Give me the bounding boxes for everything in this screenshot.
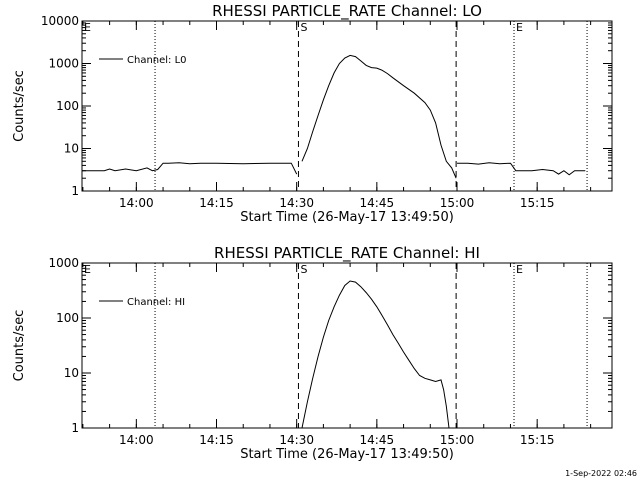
chart2-marker-label: E: [84, 263, 91, 276]
chart1-xtick-label: 15:00: [440, 196, 475, 210]
chart2-xtick-label: 14:15: [199, 433, 234, 447]
chart1-xtick-label: 14:45: [360, 196, 395, 210]
chart1-series-line: [301, 54, 457, 179]
chart2-ytick-label: 1000: [48, 256, 79, 270]
chart2-xtick-label: 15:00: [440, 433, 475, 447]
chart1-series-line: [82, 162, 298, 175]
chart2-legend-label: Channel: HI: [127, 297, 185, 308]
chart1-ytick-label: 100: [56, 99, 79, 113]
chart2-xtick-label: 15:15: [520, 433, 555, 447]
chart2-ytick-label: 10: [64, 366, 79, 380]
chart2-ylabel: Counts/sec: [12, 310, 27, 382]
chart2-xtick-label: 14:45: [360, 433, 395, 447]
chart1-ytick-label: 1: [71, 184, 79, 198]
chart1-xtick-label: 15:15: [520, 196, 555, 210]
chart1-marker-label: E: [516, 21, 523, 34]
chart2-marker-label: S: [300, 263, 307, 276]
chart1-xtick-label: 14:15: [199, 196, 234, 210]
chart1-marker-label: S: [300, 21, 307, 34]
chart-panel-hi: RHESSI PARTICLE_RATE Channel: HI 1 10 100 10…: [12, 244, 613, 462]
chart1-ylabel: Counts/sec: [12, 70, 27, 142]
chart1-ytick-label: 10: [64, 142, 79, 156]
chart2-xtick-label: 14:30: [279, 433, 314, 447]
chart2-series-line: [301, 280, 450, 429]
chart2-marker-label: E: [516, 263, 523, 276]
chart2-xlabel: Start Time (26-May-17 13:49:50): [240, 447, 454, 462]
chart1-title: RHESSI PARTICLE_RATE Channel: LO: [212, 2, 482, 21]
chart1-series-line: [457, 162, 586, 176]
chart2-ytick-label: 100: [56, 311, 79, 325]
chart-panel-lo: RHESSI PARTICLE_RATE Channel: LO 1 10 100 10…: [12, 2, 613, 225]
chart1-legend-label: Channel: L0: [127, 55, 187, 66]
chart2-title: RHESSI PARTICLE_RATE Channel: HI: [214, 244, 480, 263]
chart1-ytick-label: 10000: [41, 14, 79, 28]
chart1-xlabel: Start Time (26-May-17 13:49:50): [240, 210, 454, 225]
chart2-ytick-label: 1: [71, 421, 79, 435]
footer-timestamp: 1-Sep-2022 02:46: [565, 469, 637, 478]
chart2-plot-frame: [81, 262, 613, 429]
chart2-xtick-label: 14:00: [119, 433, 154, 447]
chart1-ytick-label: 1000: [48, 57, 79, 71]
chart1-xtick-label: 14:30: [279, 196, 314, 210]
chart1-xtick-label: 14:00: [119, 196, 154, 210]
chart1-marker-label: E: [84, 21, 91, 34]
